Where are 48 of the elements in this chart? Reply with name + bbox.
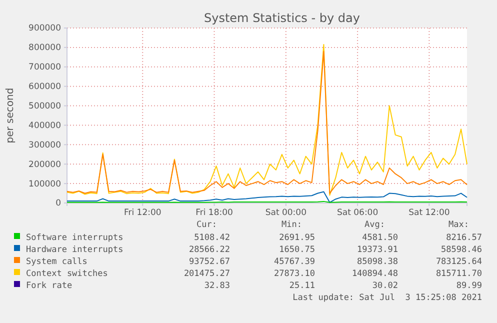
line-series	[66, 191, 468, 203]
text: 783125.64	[436, 257, 482, 267]
text: 1650.75	[279, 245, 315, 255]
y-tick-label: 300000	[28, 140, 61, 150]
y-tick-label: 500000	[28, 102, 61, 112]
text: 4581.50	[362, 233, 398, 243]
text: 30.02	[372, 281, 398, 291]
text: 28566.22	[189, 245, 230, 255]
legend-label: Fork rate	[26, 281, 72, 291]
text: Last update: Sat Jul 3 15:25:08 2021	[292, 293, 482, 303]
text: 8216.57	[446, 233, 482, 243]
x-tick-label: Sat 00:00	[265, 208, 306, 218]
text: 93752.67	[189, 257, 230, 267]
y-tick-label: 100000	[28, 179, 61, 190]
x-tick-label: Sat 06:00	[336, 208, 378, 218]
x-tick-label: Sat 12:00	[408, 208, 450, 218]
text: Min:	[282, 220, 302, 230]
text: 25.11	[289, 281, 315, 291]
y-axis-title: per second	[5, 88, 16, 144]
legend-label: Context switches	[26, 269, 108, 279]
text: Max:	[448, 220, 469, 230]
text: 89.99	[456, 281, 482, 291]
text: 2691.95	[279, 233, 315, 243]
legend-label: Hardware interrupts	[26, 245, 124, 255]
y-tick-label: 600000	[28, 82, 61, 92]
y-tick-label: 0	[56, 198, 61, 209]
legend-label: System calls	[26, 257, 88, 267]
text: 140894.48	[352, 269, 398, 279]
text: 815711.70	[436, 269, 482, 279]
y-tick-label: 200000	[28, 160, 61, 170]
text: 45767.39	[274, 257, 315, 267]
text: 58598.46	[441, 245, 482, 255]
text: 27873.10	[274, 269, 315, 279]
y-tick-label: 700000	[28, 62, 61, 73]
text: Avg:	[364, 220, 385, 230]
text: 201475.27	[184, 269, 230, 279]
y-tick-label: 800000	[28, 43, 61, 54]
chart-title: System Statistics - by day	[204, 11, 360, 25]
x-tick-label: Fri 18:00	[196, 208, 233, 218]
text: 5108.42	[194, 233, 230, 243]
text: 19373.91	[357, 245, 398, 255]
legend-label: Software interrupts	[26, 233, 124, 243]
text: 85098.38	[357, 257, 398, 267]
y-tick-label: 900000	[28, 24, 61, 34]
text: 32.83	[204, 281, 230, 291]
text: Cur:	[196, 220, 217, 230]
x-tick-label: Fri 12:00	[124, 208, 162, 218]
y-tick-label: 400000	[28, 120, 61, 131]
